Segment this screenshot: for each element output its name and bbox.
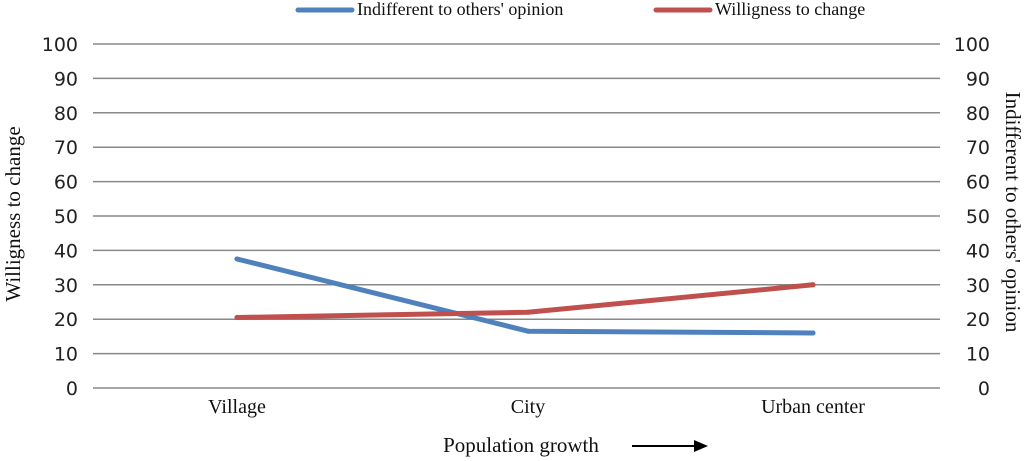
x-axis-title: Population growth [443, 433, 599, 457]
legend-label-willingness: Willigness to change [715, 0, 865, 19]
right-tick-label: 90 [966, 68, 990, 90]
point-willingness [234, 315, 240, 320]
left-tick-label: 40 [54, 240, 78, 262]
point-willingness [525, 309, 531, 315]
right-tick-label: 60 [966, 172, 990, 194]
y-axis-title-right: Indifferent to others' opinion [1001, 92, 1024, 333]
x-axis-arrow [632, 440, 708, 452]
left-tick-label: 70 [54, 137, 78, 159]
right-tick-label: 50 [966, 206, 990, 228]
series-lines [234, 256, 816, 336]
right-y-axis-ticks: 0 10 20 30 40 50 60 70 80 90 100 [954, 34, 990, 400]
point-indifferent [234, 256, 240, 262]
left-tick-label: 50 [54, 206, 78, 228]
point-willingness [810, 282, 816, 288]
legend-label-indifferent: Indifferent to others' opinion [357, 0, 563, 19]
right-tick-label: 30 [966, 275, 990, 297]
right-tick-label: 40 [966, 240, 990, 262]
left-tick-label: 100 [42, 34, 78, 56]
right-tick-label: 10 [966, 344, 990, 366]
gridlines [93, 43, 940, 389]
category-label: Village [208, 396, 266, 418]
right-tick-label: 80 [966, 103, 990, 125]
x-axis-categories: Village City Urban center [208, 396, 865, 418]
category-label: Urban center [761, 396, 865, 418]
y-axis-title-left: Willigness to change [1, 126, 25, 301]
left-tick-label: 20 [54, 309, 78, 331]
legend: Indifferent to others' opinion Willignes… [295, 0, 865, 19]
right-tick-label: 100 [954, 34, 990, 56]
category-label: City [511, 396, 545, 418]
point-indifferent [810, 330, 816, 336]
left-y-axis-ticks: 0 10 20 30 40 50 60 70 80 90 100 [42, 34, 78, 400]
series-line-indifferent [234, 256, 816, 336]
left-tick-label: 90 [54, 68, 78, 90]
right-tick-label: 70 [966, 137, 990, 159]
left-tick-label: 0 [66, 378, 78, 400]
point-indifferent [525, 328, 531, 334]
left-tick-label: 80 [54, 103, 78, 125]
right-tick-label: 0 [978, 378, 990, 400]
series-line-willingness [234, 282, 816, 320]
left-tick-label: 60 [54, 172, 78, 194]
right-tick-label: 20 [966, 309, 990, 331]
left-tick-label: 30 [54, 275, 78, 297]
left-tick-label: 10 [54, 344, 78, 366]
